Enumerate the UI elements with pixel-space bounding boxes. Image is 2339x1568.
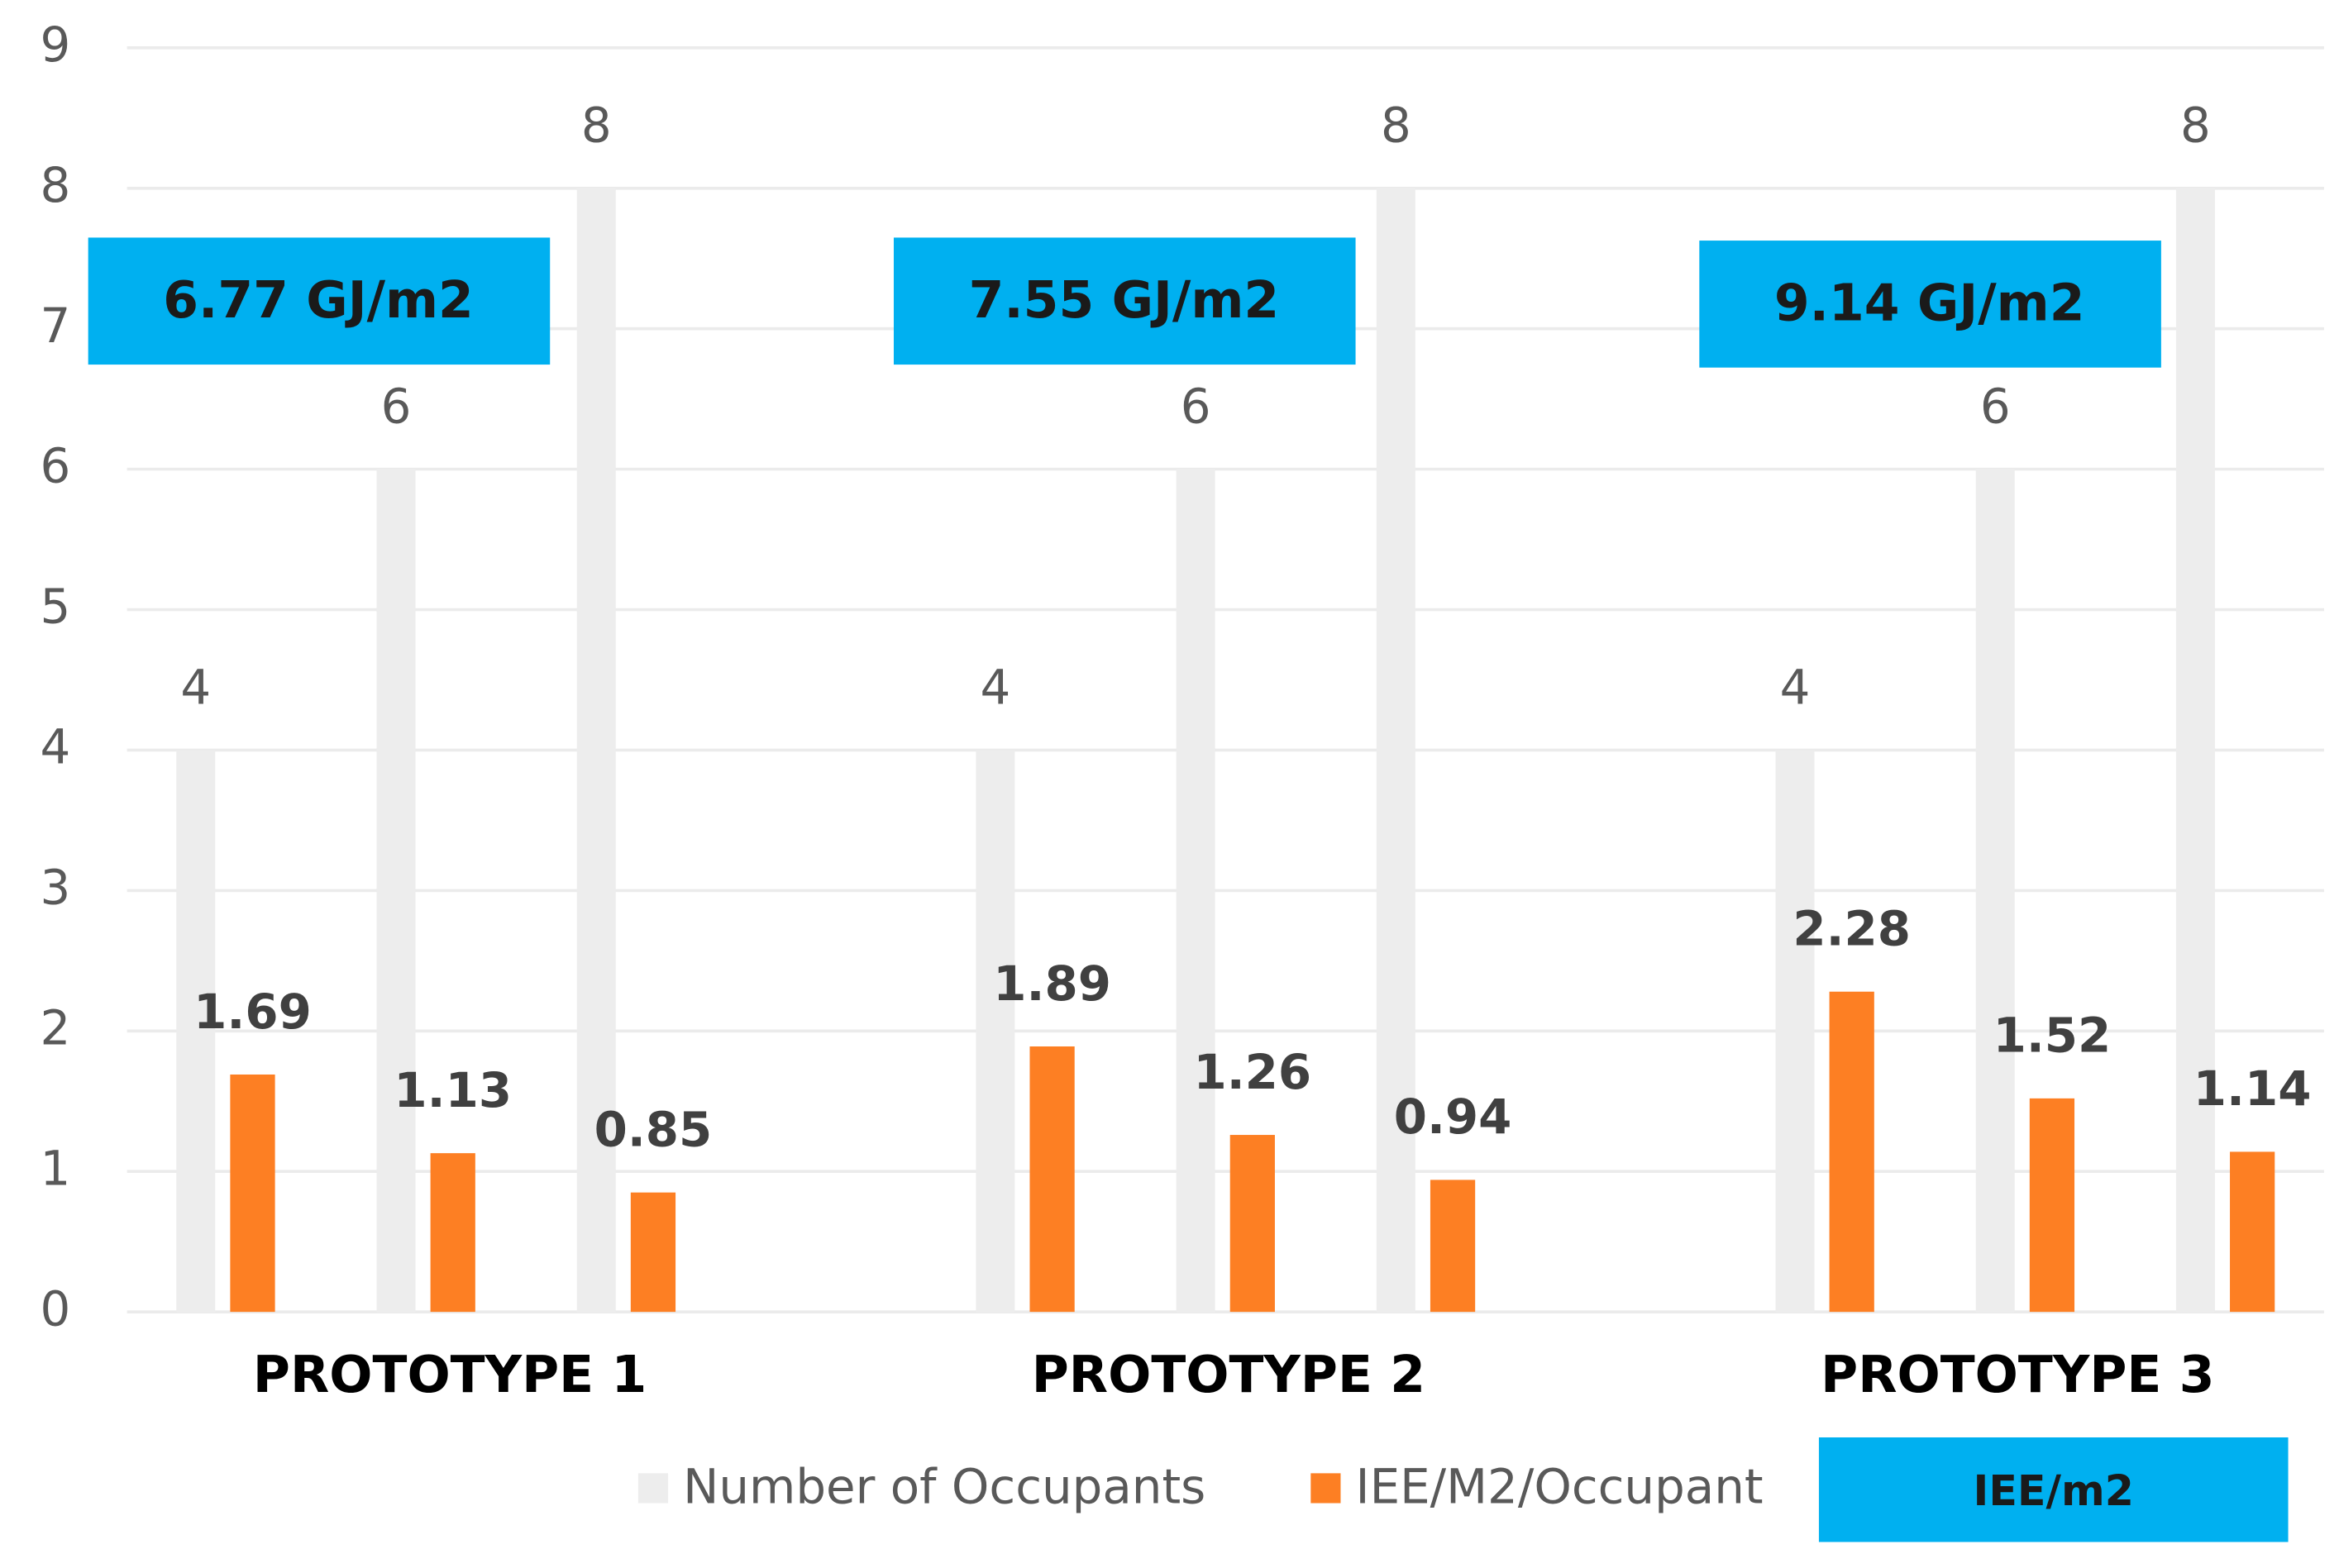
data-label: 0.94 <box>1394 1089 1512 1145</box>
data-label: 6 <box>1181 378 1211 434</box>
legend-label: Number of Occupants <box>683 1458 1205 1514</box>
occupants-bar <box>976 750 1015 1313</box>
data-label: 6 <box>1980 378 2011 434</box>
iee-bar <box>630 1192 676 1313</box>
data-label: 6 <box>381 378 412 434</box>
y-tick-label: 1 <box>40 1140 70 1196</box>
data-label: 1.89 <box>993 956 1111 1012</box>
legend-label: IEE/M2/Occupant <box>1356 1458 1764 1514</box>
annotation-box <box>1699 241 2161 368</box>
y-tick-label: 9 <box>40 17 70 73</box>
iee-bar <box>1829 991 1874 1313</box>
iee-bar <box>2230 1151 2275 1313</box>
annotation-box <box>893 237 1356 365</box>
data-label: 4 <box>180 659 211 715</box>
data-label: 1.69 <box>193 984 312 1040</box>
x-group-label: PROTOTYPE 2 <box>1032 1346 1425 1404</box>
data-label: 8 <box>1381 98 1411 154</box>
data-label: 0.85 <box>594 1102 713 1158</box>
y-tick-label: 8 <box>40 157 70 213</box>
y-tick-label: 3 <box>40 859 70 915</box>
y-tick-label: 2 <box>40 999 70 1056</box>
data-label: 1.14 <box>2193 1060 2312 1117</box>
legend-annotation-label: IEE/m2 <box>1974 1466 2134 1515</box>
data-label: 4 <box>981 659 1011 715</box>
occupants-bar <box>376 469 416 1313</box>
occupants-bar <box>1376 188 1415 1313</box>
iee-bar <box>430 1153 475 1313</box>
iee-bar <box>1430 1180 1476 1313</box>
y-tick-label: 0 <box>40 1280 70 1337</box>
occupants-bar <box>176 750 216 1313</box>
data-label: 4 <box>1780 659 1811 715</box>
occupants-bar <box>2175 188 2215 1313</box>
legend-swatch <box>637 1473 669 1504</box>
data-label: 8 <box>581 98 612 154</box>
iee-bar <box>230 1074 275 1313</box>
iee-bar <box>1229 1135 1275 1313</box>
x-group-label: PROTOTYPE 3 <box>1821 1346 2214 1404</box>
y-tick-label: 4 <box>40 719 70 775</box>
occupants-bar <box>576 188 616 1313</box>
annotation-box <box>88 237 551 365</box>
iee-bar <box>2029 1098 2075 1313</box>
occupants-bar <box>1775 750 1815 1313</box>
data-label: 1.52 <box>1993 1008 2112 1064</box>
annotation-text: 6.77 GJ/m2 <box>163 271 474 330</box>
annotation-text: 9.14 GJ/m2 <box>1774 274 2085 333</box>
data-label: 8 <box>2180 98 2211 154</box>
data-label: 2.28 <box>1792 901 1911 957</box>
y-tick-label: 7 <box>40 298 70 354</box>
iee-bar <box>1029 1046 1075 1313</box>
data-label: 1.13 <box>394 1062 512 1118</box>
legend-swatch <box>1310 1473 1341 1504</box>
data-label: 1.26 <box>1193 1044 1311 1100</box>
x-group-label: PROTOTYPE 1 <box>253 1346 647 1404</box>
y-tick-label: 6 <box>40 438 70 494</box>
occupants-bar <box>1975 469 2015 1313</box>
y-tick-label: 5 <box>40 579 70 635</box>
occupants-bar <box>1176 469 1215 1313</box>
annotation-text: 7.55 GJ/m2 <box>969 271 1280 330</box>
legend-annotation-box <box>1818 1437 2289 1542</box>
